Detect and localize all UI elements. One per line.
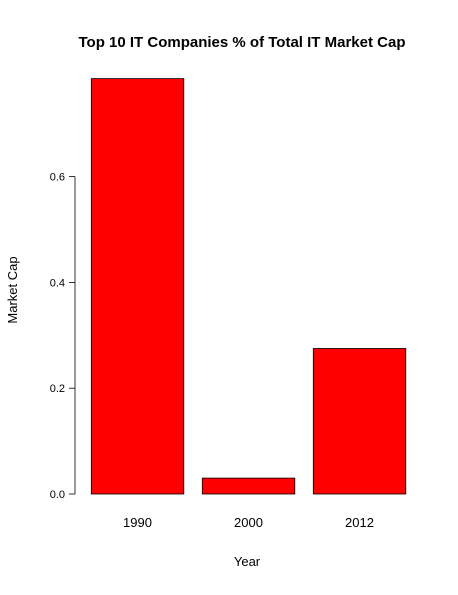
- x-axis-label: Year: [234, 554, 261, 569]
- x-tick-label-1990: 1990: [123, 515, 152, 530]
- bar-2012: [312, 348, 407, 495]
- y-axis: 0.0 0.2 0.4 0.6: [50, 172, 76, 501]
- chart-title: Top 10 IT Companies % of Total IT Market…: [79, 34, 406, 51]
- x-category-labels: 1990 2000 2012: [123, 515, 374, 530]
- y-tick-label-0.0: 0.0: [50, 489, 65, 501]
- bar-2000: [201, 477, 296, 495]
- y-axis-label: Market Cap: [5, 256, 20, 323]
- x-tick-label-2012: 2012: [345, 515, 374, 530]
- y-tick-label-0.4: 0.4: [50, 277, 65, 289]
- y-tick-label-0.6: 0.6: [50, 172, 65, 184]
- bar-1990: [90, 78, 185, 495]
- x-tick-label-2000: 2000: [234, 515, 263, 530]
- bars-layer: [90, 78, 407, 495]
- y-tick-label-0.2: 0.2: [50, 383, 65, 395]
